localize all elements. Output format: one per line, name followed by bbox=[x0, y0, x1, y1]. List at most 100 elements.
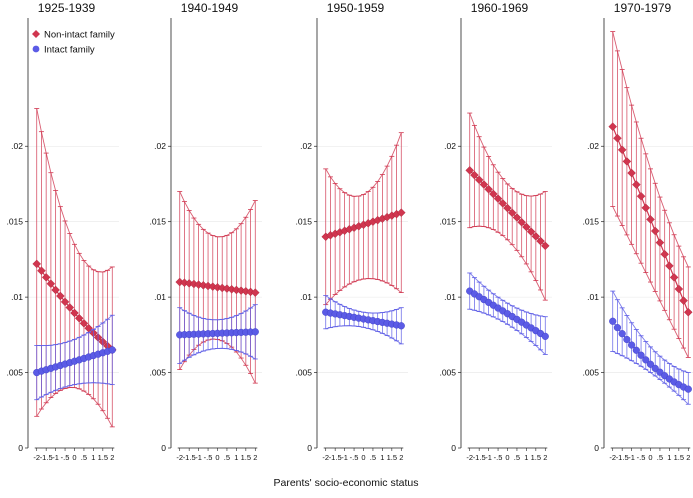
data-point bbox=[531, 232, 541, 241]
y-tick-label: .02 bbox=[444, 141, 456, 151]
x-tick-label: 1.5 bbox=[674, 453, 684, 462]
series-non-intact-family bbox=[465, 112, 550, 301]
data-point bbox=[536, 236, 545, 246]
x-tick-label: 2 bbox=[543, 453, 547, 462]
data-point bbox=[41, 273, 51, 282]
x-tick-label: .5 bbox=[224, 453, 230, 462]
data-point bbox=[250, 288, 260, 297]
x-tick-label: -.5 bbox=[494, 453, 503, 462]
data-point bbox=[503, 203, 512, 213]
x-tick-label: 2 bbox=[399, 453, 403, 462]
x-tick-label: -2 bbox=[466, 453, 473, 462]
legend-marker-circle bbox=[32, 45, 40, 53]
series-intact-family bbox=[322, 295, 405, 345]
panel-1960-1969: 0.005.01.015.02-2 -1.5 -1 -.5 0.5 1 1.5 21960-1… bbox=[439, 1, 552, 462]
series-non-intact-family bbox=[321, 132, 406, 306]
x-tick-label: 0 bbox=[648, 453, 652, 462]
y-tick-label: .02 bbox=[11, 141, 23, 151]
legend-label: Intact family bbox=[44, 45, 95, 56]
y-tick-label: .02 bbox=[154, 141, 166, 151]
data-point bbox=[655, 238, 665, 247]
y-tick-label: .005 bbox=[295, 368, 312, 378]
y-tick-label: .01 bbox=[444, 292, 456, 302]
data-point bbox=[646, 360, 655, 368]
data-point bbox=[484, 184, 493, 194]
x-tick-label: .5 bbox=[657, 453, 663, 462]
ci-upper-line bbox=[325, 295, 402, 314]
data-point bbox=[470, 170, 479, 180]
data-point bbox=[79, 319, 89, 328]
panel-title: 1925-1939 bbox=[38, 1, 96, 15]
data-point bbox=[512, 213, 522, 222]
x-tick-label: 1 bbox=[91, 453, 95, 462]
x-tick-label: -1.5 bbox=[616, 453, 629, 462]
ci-lower-line bbox=[36, 382, 113, 401]
y-tick-label: 0 bbox=[18, 443, 23, 453]
y-tick-label: .01 bbox=[587, 292, 599, 302]
ci-upper-line bbox=[469, 272, 546, 318]
x-tick-label: -2 bbox=[322, 453, 329, 462]
data-point bbox=[642, 356, 650, 364]
series-intact-family bbox=[466, 272, 549, 355]
y-tick-label: .015 bbox=[6, 217, 23, 227]
y-tick-label: .005 bbox=[582, 368, 599, 378]
y-tick-label: .015 bbox=[149, 217, 166, 227]
data-point bbox=[540, 241, 550, 251]
y-tick-label: 0 bbox=[594, 443, 599, 453]
ci-lower-line bbox=[469, 308, 546, 355]
data-point bbox=[60, 297, 70, 307]
ci-upper-line bbox=[612, 31, 689, 268]
data-point bbox=[646, 215, 655, 224]
legend-label: Non-intact family bbox=[44, 30, 115, 41]
x-tick-label: 1.5 bbox=[531, 453, 541, 462]
data-point bbox=[679, 296, 688, 305]
x-tick-label: -1 bbox=[341, 453, 348, 462]
x-tick-label: -1 bbox=[52, 453, 59, 462]
data-point bbox=[32, 259, 42, 269]
data-point bbox=[507, 208, 517, 218]
x-tick-label: 1 bbox=[667, 453, 671, 462]
ci-lower-line bbox=[469, 225, 546, 301]
data-point bbox=[37, 266, 46, 276]
x-tick-label: .5 bbox=[370, 453, 376, 462]
legend: Non-intact family Intact family bbox=[32, 30, 115, 56]
ci-upper-line bbox=[36, 314, 113, 347]
data-point bbox=[618, 330, 626, 338]
data-point bbox=[474, 175, 484, 185]
legend-marker-diamond bbox=[32, 30, 40, 38]
y-tick-label: .005 bbox=[6, 368, 23, 378]
ci-upper-line bbox=[179, 304, 256, 321]
ci-upper-line bbox=[36, 108, 113, 273]
data-point bbox=[465, 166, 475, 175]
y-tick-label: 0 bbox=[307, 443, 312, 453]
data-point bbox=[108, 346, 116, 354]
data-point bbox=[623, 335, 631, 344]
data-point bbox=[526, 227, 536, 236]
data-point bbox=[674, 284, 684, 294]
data-point bbox=[636, 191, 646, 201]
data-point bbox=[70, 308, 79, 318]
panel-title: 1970-1979 bbox=[614, 1, 672, 15]
data-point bbox=[617, 145, 627, 155]
x-tick-label: 1.5 bbox=[387, 453, 397, 462]
x-tick-label: -1.5 bbox=[40, 453, 53, 462]
x-tick-label: .5 bbox=[514, 453, 520, 462]
ci-lower-line bbox=[36, 387, 113, 428]
x-tick-label: 1 bbox=[524, 453, 528, 462]
x-tick-label: 2 bbox=[110, 453, 114, 462]
series-intact-family bbox=[176, 304, 259, 364]
ci-upper-line bbox=[469, 112, 546, 197]
data-point bbox=[650, 226, 660, 236]
data-point bbox=[632, 346, 640, 354]
x-tick-label: 1.5 bbox=[98, 453, 108, 462]
y-tick-label: .015 bbox=[439, 217, 456, 227]
data-point bbox=[632, 180, 641, 189]
y-tick-label: .01 bbox=[11, 292, 23, 302]
ci-lower-line bbox=[325, 278, 402, 305]
x-tick-label: -.5 bbox=[637, 453, 646, 462]
panel-1970-1979: 0.005.01.015.02-2 -1.5 -1 -.5 0.5 1 1.5 21970-1… bbox=[582, 1, 693, 462]
legend-entry: Non-intact family bbox=[32, 30, 115, 41]
data-point bbox=[641, 203, 651, 213]
x-axis-title: Parents' socio-economic status bbox=[274, 477, 419, 489]
y-tick-label: .005 bbox=[439, 368, 456, 378]
